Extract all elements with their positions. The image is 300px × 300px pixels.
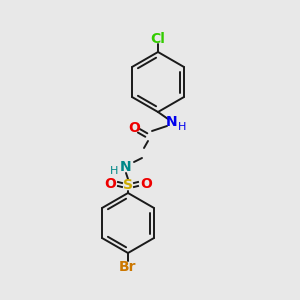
Text: O: O bbox=[140, 177, 152, 191]
Text: O: O bbox=[128, 121, 140, 135]
Text: N: N bbox=[120, 160, 132, 174]
Text: Cl: Cl bbox=[151, 32, 165, 46]
Text: S: S bbox=[123, 178, 133, 192]
Text: N: N bbox=[166, 115, 178, 129]
Text: H: H bbox=[110, 166, 118, 176]
Text: Br: Br bbox=[119, 260, 137, 274]
Text: O: O bbox=[104, 177, 116, 191]
Text: H: H bbox=[178, 122, 186, 132]
